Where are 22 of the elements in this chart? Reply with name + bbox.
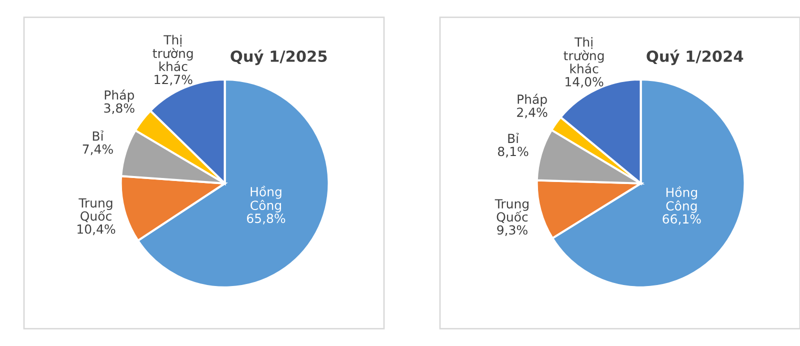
slice-label: Bỉ <box>92 130 104 141</box>
data-label: 12,7% <box>154 74 192 86</box>
slice-label: Hồng Công <box>666 186 698 214</box>
data-label: 2,4% <box>517 108 548 118</box>
data-label: 3,8% <box>104 103 134 114</box>
slice-label: Trung Quốc <box>494 199 528 224</box>
slice-label: Thị trường khác <box>564 37 604 74</box>
slice-label: Thị trường khác <box>152 34 193 72</box>
slice-label: Bỉ <box>508 132 519 143</box>
data-label: 10,4% <box>78 224 116 236</box>
slice-label: Pháp <box>104 90 134 102</box>
data-label: 8,1% <box>498 146 528 158</box>
text: Quý 1/2024 <box>646 50 744 66</box>
data-label: 66,1% <box>662 214 701 225</box>
data-label: 9,3% <box>497 225 528 236</box>
data-label: 7,4% <box>82 144 113 156</box>
data-label: 65,8% <box>247 214 286 224</box>
text: Quý 1/2025 <box>230 50 327 66</box>
slice-label: Trung Quốc <box>78 198 112 222</box>
data-label: 14,0% <box>566 76 604 88</box>
slice-label: Pháp <box>518 94 547 106</box>
slice-label: Hồng Công <box>250 186 282 212</box>
